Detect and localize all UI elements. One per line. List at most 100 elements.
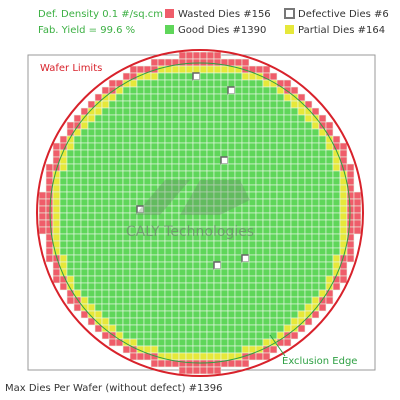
partial-die (339, 198, 348, 207)
wasted-die (199, 58, 208, 67)
good-die (192, 275, 201, 284)
good-die (101, 226, 110, 235)
wasted-die (283, 338, 292, 347)
good-die (199, 149, 208, 158)
good-die (171, 163, 180, 172)
wasted-die (346, 212, 355, 221)
good-die (241, 247, 250, 256)
good-die (87, 121, 96, 130)
good-die (87, 226, 96, 235)
partial-die (311, 296, 320, 305)
good-die (178, 247, 187, 256)
good-die (241, 86, 250, 95)
good-die (94, 296, 103, 305)
wasted-die (318, 303, 327, 312)
good-die (150, 100, 159, 109)
good-die (122, 317, 131, 326)
good-die (234, 121, 243, 130)
good-die (185, 261, 194, 270)
partial-die (241, 345, 250, 354)
defective-die (241, 254, 250, 263)
good-die (269, 219, 278, 228)
good-die (241, 317, 250, 326)
good-die (192, 114, 201, 123)
good-die (255, 296, 264, 305)
partial-die (59, 163, 68, 172)
good-die (80, 177, 89, 186)
good-die (94, 128, 103, 137)
good-die (101, 184, 110, 193)
good-die (115, 163, 124, 172)
good-die (318, 219, 327, 228)
good-die (311, 282, 320, 291)
good-die (178, 72, 187, 81)
good-die (255, 212, 264, 221)
good-die (290, 289, 299, 298)
good-die (269, 261, 278, 270)
good-die (311, 268, 320, 277)
good-die (164, 345, 173, 354)
good-die (108, 128, 117, 137)
good-die (129, 240, 138, 249)
good-die (136, 254, 145, 263)
good-die (297, 261, 306, 270)
good-die (325, 268, 334, 277)
wasted-die (346, 205, 355, 214)
good-die (115, 219, 124, 228)
good-die (206, 240, 215, 249)
good-die (143, 317, 152, 326)
good-die (311, 156, 320, 165)
wasted-die (66, 296, 75, 305)
good-die (262, 331, 271, 340)
good-die (283, 254, 292, 263)
good-die (283, 191, 292, 200)
good-die (199, 247, 208, 256)
good-die (115, 303, 124, 312)
good-die (157, 289, 166, 298)
good-die (276, 324, 285, 333)
good-die (269, 289, 278, 298)
exclusion-edge (49, 62, 351, 364)
good-die (227, 303, 236, 312)
good-die (290, 163, 299, 172)
good-die (80, 142, 89, 151)
good-die (101, 114, 110, 123)
good-die (185, 331, 194, 340)
wasted-die (199, 51, 208, 60)
good-die (248, 261, 257, 270)
wasted-die (52, 275, 61, 284)
good-die (213, 303, 222, 312)
good-die (143, 247, 152, 256)
good-die (101, 240, 110, 249)
good-die (220, 149, 229, 158)
good-die (262, 303, 271, 312)
good-die (227, 170, 236, 179)
good-die (276, 317, 285, 326)
good-die (143, 149, 152, 158)
good-die (192, 324, 201, 333)
good-die (164, 93, 173, 102)
good-die (101, 212, 110, 221)
wasted-die (45, 254, 54, 263)
partial-die (199, 352, 208, 361)
good-die (269, 163, 278, 172)
good-die (206, 121, 215, 130)
good-die (192, 135, 201, 144)
wasted-die (318, 114, 327, 123)
good-die (136, 261, 145, 270)
wasted-die (332, 282, 341, 291)
good-die (164, 275, 173, 284)
good-die (108, 121, 117, 130)
good-die (101, 289, 110, 298)
good-die (108, 296, 117, 305)
good-die (248, 296, 257, 305)
good-die (87, 149, 96, 158)
good-die (80, 247, 89, 256)
wasted-die (206, 366, 215, 375)
partial-die (248, 72, 257, 81)
good-die (255, 247, 264, 256)
good-die (192, 317, 201, 326)
wasted-die (346, 170, 355, 179)
good-die (73, 282, 82, 291)
partial-die (52, 205, 61, 214)
